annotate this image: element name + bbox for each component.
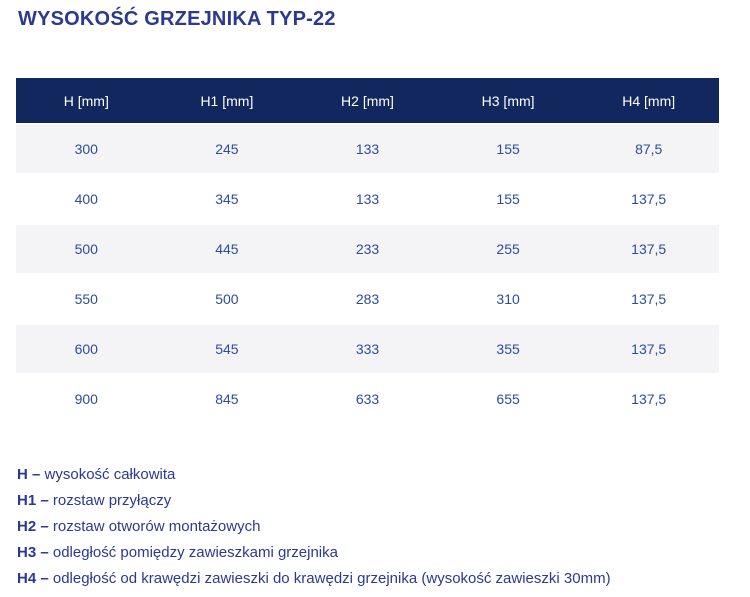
page-title: WYSOKOŚĆ GRZEJNIKA TYP-22: [18, 8, 336, 30]
cell-h1: 845: [215, 391, 239, 407]
table-row: 550 500 283 310 137,5: [16, 275, 719, 323]
cell-h4: 137,5: [631, 391, 667, 407]
column-header-h2: H2 [mm]: [341, 92, 394, 109]
cell-h: 400: [74, 191, 98, 207]
legend-desc: rozstaw otworów montażowych: [52, 518, 261, 535]
cell-h1: 445: [215, 241, 239, 257]
cell-h: 550: [74, 291, 98, 307]
table-row: 900 845 633 655 137,5: [16, 375, 719, 423]
legend-item-h1: H1 – rozstaw przyłączy: [17, 488, 611, 514]
column-header-h: H [mm]: [63, 92, 109, 109]
cell-h1: 500: [215, 291, 239, 307]
cell-h4: 137,5: [631, 241, 667, 257]
legend-desc: rozstaw przyłączy: [52, 492, 172, 509]
cell-h3: 310: [496, 291, 520, 307]
legend-item-h: H – wysokość całkowita: [17, 462, 611, 488]
cell-h: 900: [74, 391, 98, 407]
cell-h: 600: [74, 341, 98, 357]
legend-term: H3 –: [17, 544, 49, 561]
cell-h4: 137,5: [631, 191, 667, 207]
dimension-legend: H – wysokość całkowita H1 – rozstaw przy…: [17, 462, 611, 592]
column-header-h1: H1 [mm]: [200, 92, 254, 109]
column-header-h4: H4 [mm]: [622, 92, 676, 109]
cell-h2: 333: [355, 341, 380, 357]
cell-h2: 133: [355, 191, 380, 207]
column-header-h3: H3 [mm]: [481, 92, 535, 109]
table-row: 300 245 133 155 87,5: [16, 125, 719, 173]
cell-h4: 87,5: [635, 141, 663, 157]
table-header-row: H [mm] H1 [mm] H2 [mm] H3 [mm] H4 [mm]: [16, 78, 719, 123]
cell-h2: 283: [355, 291, 380, 307]
cell-h: 300: [74, 141, 98, 157]
legend-term: H1 –: [17, 492, 49, 509]
cell-h2: 633: [355, 391, 380, 407]
table-row: 400 345 133 155 137,5: [16, 175, 719, 223]
cell-h3: 255: [496, 241, 520, 257]
legend-desc: wysokość całkowita: [44, 466, 176, 483]
table-row: 600 545 333 355 137,5: [16, 325, 719, 373]
legend-desc: odległość od krawędzi zawieszki do krawę…: [52, 570, 611, 587]
cell-h1: 345: [215, 191, 239, 207]
cell-h2: 133: [355, 141, 380, 157]
legend-item-h2: H2 – rozstaw otworów montażowych: [17, 514, 611, 540]
legend-term: H2 –: [17, 518, 49, 535]
cell-h3: 155: [496, 191, 520, 207]
cell-h3: 355: [496, 341, 520, 357]
cell-h: 500: [74, 241, 98, 257]
legend-term: H4 –: [17, 570, 49, 587]
cell-h2: 233: [355, 241, 380, 257]
cell-h1: 245: [215, 141, 239, 157]
cell-h3: 155: [496, 141, 520, 157]
cell-h4: 137,5: [631, 291, 667, 307]
cell-h3: 655: [496, 391, 520, 407]
table-row: 500 445 233 255 137,5: [16, 225, 719, 273]
radiator-height-table: H [mm] H1 [mm] H2 [mm] H3 [mm] H4 [mm] 3…: [16, 78, 719, 423]
legend-desc: odległość pomiędzy zawieszkami grzejnika: [52, 544, 338, 561]
legend-term: H –: [17, 466, 41, 483]
cell-h1: 545: [215, 341, 239, 357]
cell-h4: 137,5: [631, 341, 667, 357]
legend-item-h3: H3 – odległość pomiędzy zawieszkami grze…: [17, 540, 611, 566]
legend-item-h4: H4 – odległość od krawędzi zawieszki do …: [17, 566, 611, 592]
